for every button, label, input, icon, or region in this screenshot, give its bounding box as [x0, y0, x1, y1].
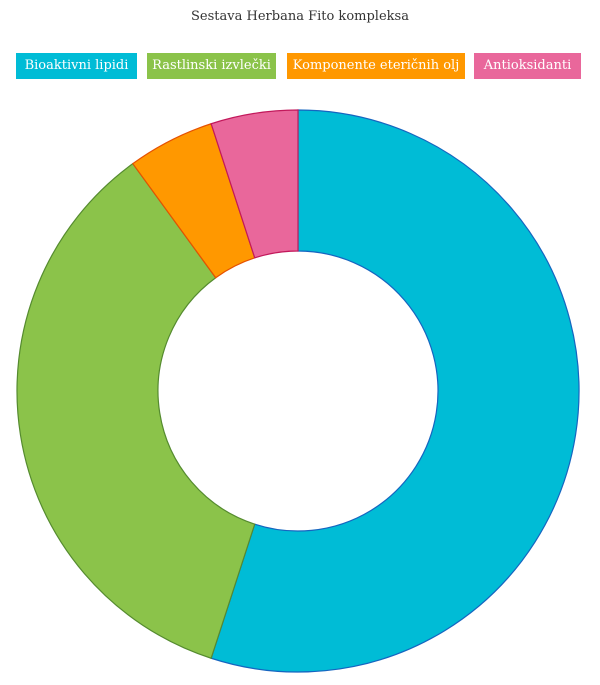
chart-title: Sestava Herbana Fito kompleksa: [191, 9, 409, 24]
legend-item-bioaktivni-lipidi[interactable]: Bioaktivni lipidi: [16, 53, 137, 79]
legend-item-komponente-etericnih-olj[interactable]: Komponente eteričnih olj: [287, 53, 465, 79]
chart-legend: Bioaktivni lipidi Rastlinski izvlečki Ko…: [0, 53, 600, 79]
donut-slice-bioaktivni-lipidi[interactable]: [210, 109, 580, 673]
legend-item-rastlinski-izvlecki[interactable]: Rastlinski izvlečki: [147, 53, 276, 79]
donut-slice-rastlinski-izvlecki[interactable]: [16, 162, 256, 660]
legend-item-antioksidanti[interactable]: Antioksidanti: [474, 53, 581, 79]
donut-slice-antioksidanti[interactable]: [210, 109, 299, 259]
